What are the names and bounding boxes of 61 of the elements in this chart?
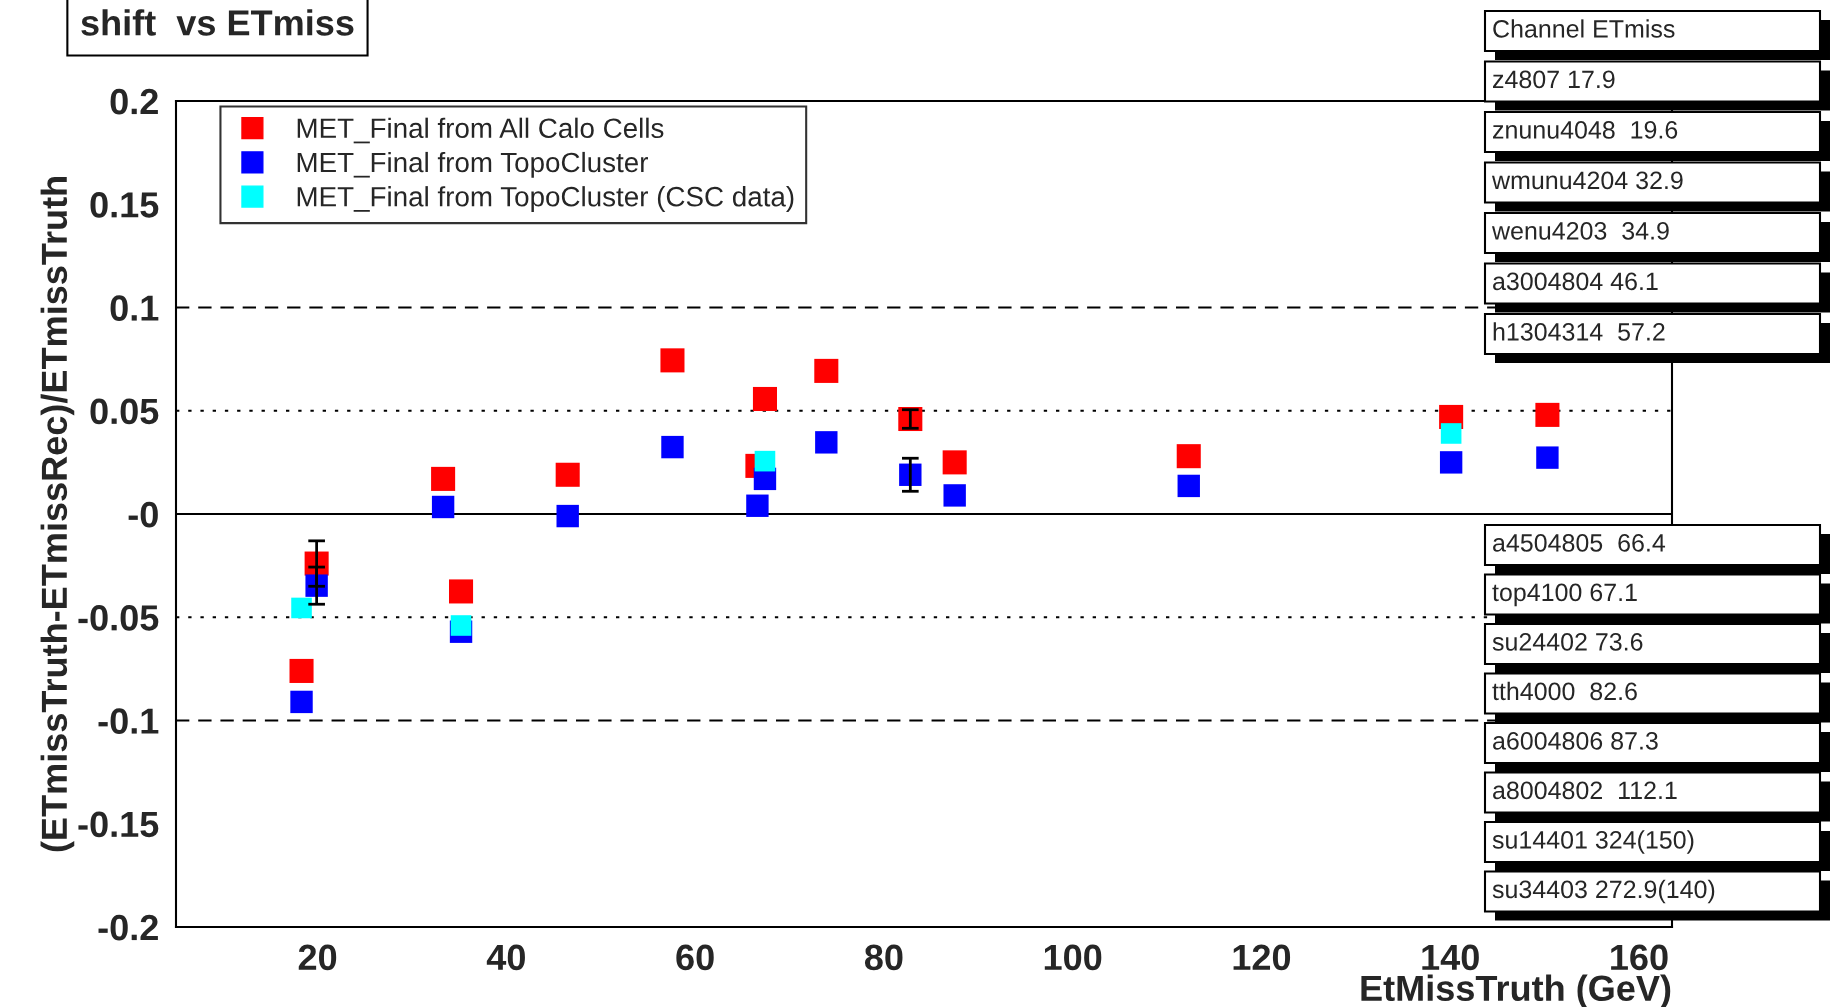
text: z4807 17.9: [1493, 70, 1615, 89]
x-tick-label: 60: [676, 944, 714, 971]
chart-title: shift vs ETmiss: [81, 9, 354, 36]
annotation: a6004806 87.3: [1493, 732, 1658, 750]
point: [943, 484, 966, 507]
point: [556, 504, 579, 528]
x-tick-label: 160: [1611, 944, 1668, 971]
point: [1535, 402, 1560, 427]
x-tick-label: 20: [298, 944, 337, 971]
annotation: su24402 73.6: [1492, 633, 1643, 651]
point: [1536, 446, 1559, 469]
point: [752, 386, 777, 412]
annotation: tth4000 82.6: [1492, 681, 1637, 701]
point: [431, 466, 456, 491]
point: [1439, 451, 1463, 474]
annotation: top4100 67.1: [1492, 583, 1637, 607]
annotation: wmunu4204 32.9: [1491, 171, 1683, 190]
point: [814, 358, 839, 383]
annotation: su14401 324(150): [1492, 830, 1694, 854]
x-tick-label: 120: [1233, 944, 1291, 971]
legend-label: MET_Final from All Calo Cells: [297, 117, 664, 144]
legend-label: MET_Final from TopoCluster: [297, 151, 648, 178]
point: [942, 450, 967, 475]
annotation: a8004802 112.1: [1493, 781, 1677, 800]
annotation: znunu4048 19.6: [1493, 121, 1678, 139]
annotation: a3004804 46.1: [1493, 272, 1658, 291]
y-tick-label: -0.15: [78, 811, 159, 838]
annotation: su34403 272.9(140): [1492, 879, 1715, 904]
y-tick-label: 0.15: [90, 192, 159, 218]
point: [290, 690, 313, 714]
legend-label: MET_Final from TopoCluster (CSC data): [297, 186, 794, 213]
y-tick-label: 0.1: [110, 295, 159, 321]
y-tick-label: -0.05: [78, 605, 159, 631]
y-tick-label: -0: [128, 501, 158, 528]
annotation: h1304314 57.2: [1493, 322, 1665, 341]
annotation: wenu4203 34.9: [1491, 222, 1669, 240]
point: [1177, 474, 1200, 498]
y-tick-label: 0.2: [110, 88, 158, 115]
y-tick-label: -0.2: [98, 914, 158, 941]
x-tick-label: 100: [1044, 944, 1102, 971]
point: [289, 658, 314, 683]
x-tick-label: 40: [486, 944, 525, 971]
point: [815, 431, 838, 454]
point: [660, 348, 685, 373]
point: [1440, 423, 1462, 444]
y-axis-title: (ETmissTruth-ETmissRec)/ETmissTruth: [40, 177, 75, 852]
x-tick-label: 140: [1422, 944, 1479, 971]
point: [450, 615, 472, 636]
point: [746, 494, 769, 517]
y-tick-label: 0.05: [90, 398, 159, 425]
point: [754, 450, 776, 472]
text: Channel ETmiss: [1493, 19, 1675, 38]
point: [661, 435, 684, 459]
point: [431, 495, 455, 519]
point: [1176, 444, 1201, 469]
annotation: a4504805 66.4: [1493, 534, 1666, 552]
y-tick-label: -0.1: [98, 708, 159, 734]
point: [555, 462, 580, 487]
point: [291, 597, 312, 619]
point: [449, 579, 474, 604]
x-tick-label: 80: [864, 944, 903, 971]
